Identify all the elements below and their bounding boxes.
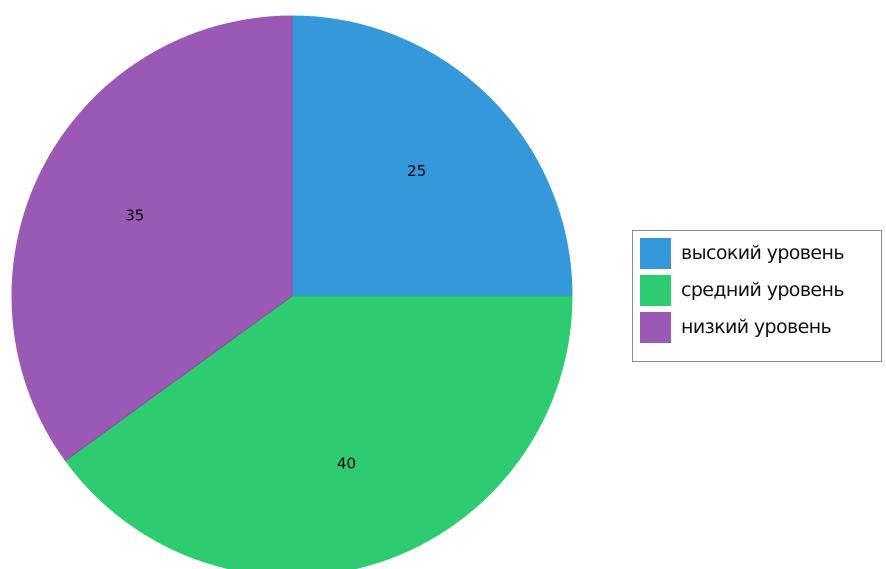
slice-separator (65, 295, 293, 461)
legend-label: высокий уровень (681, 242, 845, 264)
legend-swatch (640, 274, 671, 306)
pie-data-label: 35 (125, 206, 144, 224)
pie-data-labels: 25 40 35 (125, 162, 426, 473)
legend-item: высокий уровень (640, 237, 881, 269)
legend-item: низкий уровень (640, 311, 881, 343)
pie-slice (64, 295, 573, 569)
pie-slices (11, 15, 573, 569)
pie-data-label: 25 (407, 162, 426, 180)
legend: высокий уровень средний уровень низкий у… (632, 230, 882, 362)
pie-slice (11, 15, 293, 462)
pie-data-label: 40 (337, 454, 356, 472)
legend-swatch (640, 311, 671, 343)
legend-label: средний уровень (681, 279, 845, 301)
pie-slice (291, 15, 573, 297)
legend-swatch (640, 237, 671, 269)
legend-item: средний уровень (640, 274, 881, 306)
legend-label: низкий уровень (681, 316, 832, 338)
